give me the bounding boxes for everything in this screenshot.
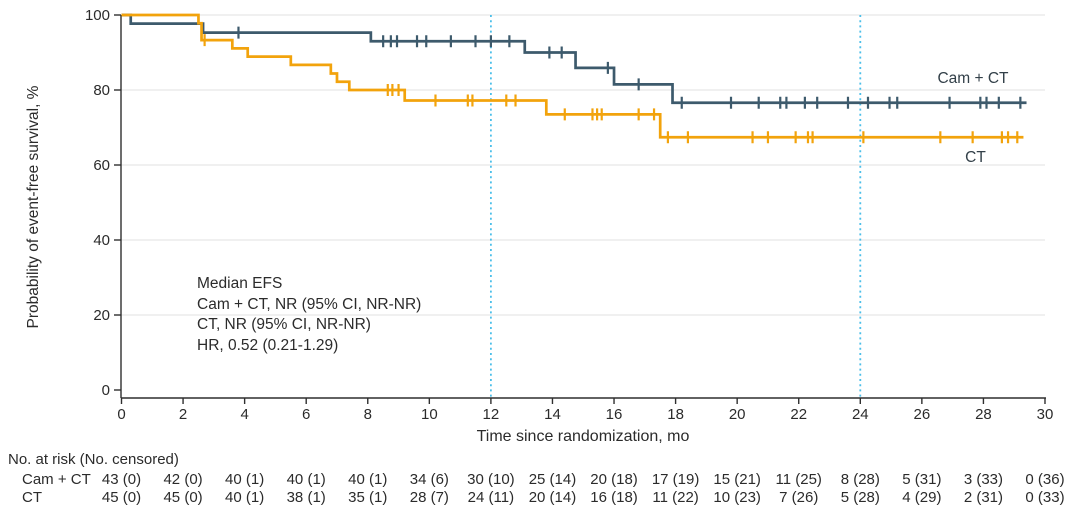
risk-cell: 45 (0) xyxy=(163,489,203,506)
risk-cell: 10 (23) xyxy=(713,489,761,506)
risk-table-header: No. at risk (No. censored) xyxy=(8,451,179,468)
x-tick-label: 14 xyxy=(544,406,561,423)
risk-cell: 40 (1) xyxy=(348,471,388,488)
risk-cell: 7 (26) xyxy=(779,489,819,506)
x-tick-label: 26 xyxy=(914,406,931,423)
curve-label-cam-ct: Cam + CT xyxy=(937,70,1009,87)
x-axis-title: Time since randomization, mo xyxy=(476,428,690,445)
risk-cell: 34 (6) xyxy=(409,471,449,488)
y-tick-label: 20 xyxy=(93,307,110,324)
curve-label-ct: CT xyxy=(965,149,986,166)
x-tick-label: 16 xyxy=(606,406,623,423)
x-tick-label: 10 xyxy=(421,406,438,423)
risk-cell: 40 (1) xyxy=(225,489,265,506)
risk-cell: 0 (33) xyxy=(1025,489,1065,506)
risk-cell: 0 (36) xyxy=(1025,471,1065,488)
risk-cell: 5 (31) xyxy=(902,471,942,488)
x-tick-label: 22 xyxy=(790,406,807,423)
x-tick-label: 12 xyxy=(483,406,500,423)
risk-cell: 43 (0) xyxy=(101,471,142,488)
x-tick-label: 6 xyxy=(302,406,310,423)
median-efs-annotation: Median EFS Cam + CT, NR (95% CI, NR-NR) … xyxy=(197,274,421,356)
y-tick-label: 60 xyxy=(93,157,110,174)
risk-cell: 3 (33) xyxy=(963,471,1004,488)
annotation-line-camct: Cam + CT, NR (95% CI, NR-NR) xyxy=(197,295,422,313)
risk-cell: 45 (0) xyxy=(101,489,142,506)
risk-cell: 2 (31) xyxy=(963,489,1004,506)
y-axis-title: Probability of event-free survival, % xyxy=(25,85,42,329)
x-tick-label: 4 xyxy=(240,406,248,423)
risk-cell: 17 (19) xyxy=(651,471,700,488)
x-tick-label: 18 xyxy=(667,406,684,423)
risk-cell: 42 (0) xyxy=(163,471,203,488)
risk-cell: 15 (21) xyxy=(713,471,761,488)
km-curve-ct xyxy=(121,13,1024,139)
x-tick-label: 2 xyxy=(179,406,187,423)
risk-cell: 20 (18) xyxy=(590,471,638,488)
x-tick-label: 30 xyxy=(1037,406,1054,423)
risk-cell: 38 (1) xyxy=(286,489,326,506)
risk-cell: 8 (28) xyxy=(840,471,880,488)
risk-cell: 40 (1) xyxy=(225,471,265,488)
risk-cell: 16 (18) xyxy=(590,489,638,506)
annotation-line-hr: HR, 0.52 (0.21-1.29) xyxy=(197,336,339,354)
annotation-line-ct: CT, NR (95% CI, NR-NR) xyxy=(197,316,371,334)
y-tick-label: 0 xyxy=(102,382,110,399)
risk-row-label-cam-ct: Cam + CT xyxy=(22,471,91,488)
risk-cell: 4 (29) xyxy=(902,489,942,506)
risk-cell: 40 (1) xyxy=(286,471,326,488)
risk-cell: 5 (28) xyxy=(840,489,880,506)
risk-row-label-ct: CT xyxy=(22,489,42,506)
x-tick-label: 8 xyxy=(364,406,372,423)
risk-cell: 30 (10) xyxy=(467,471,515,488)
risk-cell: 25 (14) xyxy=(528,471,577,488)
y-tick-label: 100 xyxy=(85,7,110,24)
km-curve-cam-ct xyxy=(121,13,1027,105)
annotation-line-title: Median EFS xyxy=(197,275,283,292)
risk-cell: 11 (25) xyxy=(775,471,822,488)
y-tick-label: 40 xyxy=(93,232,110,249)
x-tick-label: 0 xyxy=(117,406,125,423)
risk-cell: 20 (14) xyxy=(528,489,577,506)
risk-cell: 28 (7) xyxy=(409,489,449,506)
x-tick-label: 24 xyxy=(852,406,869,423)
y-tick-label: 80 xyxy=(93,82,110,99)
x-tick-label: 28 xyxy=(975,406,992,423)
risk-cell: 11 (22) xyxy=(652,489,699,506)
risk-cell: 35 (1) xyxy=(348,489,388,506)
x-tick-label: 20 xyxy=(729,406,746,423)
risk-cell: 24 (11) xyxy=(467,489,515,506)
